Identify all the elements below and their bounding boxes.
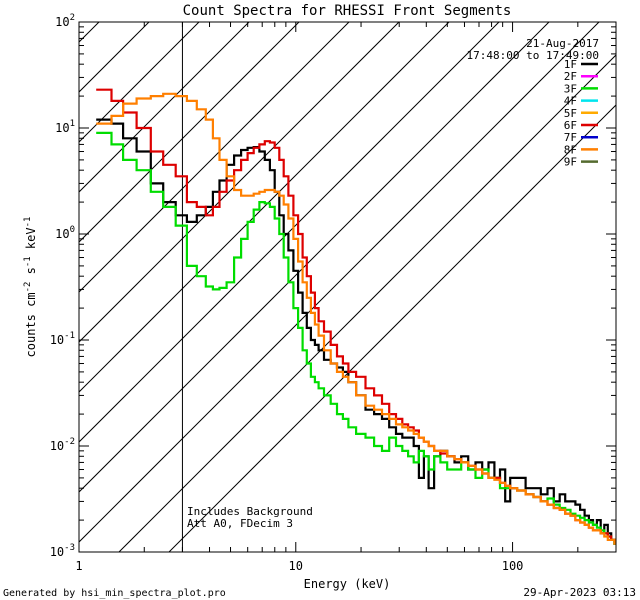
y-tick-label: 101 bbox=[55, 119, 75, 135]
y-tick-exponent: -3 bbox=[64, 543, 75, 553]
y-tick-base: 10 bbox=[50, 333, 64, 347]
y-label-part: -2 bbox=[23, 282, 33, 293]
y-tick-label: 10-1 bbox=[50, 331, 75, 347]
hatch-line bbox=[79, 22, 600, 543]
y-tick-base: 10 bbox=[50, 545, 64, 559]
annotation-background: Includes Background bbox=[187, 505, 313, 518]
hatch-line bbox=[118, 54, 616, 552]
legend-label-5F: 5F bbox=[564, 107, 577, 120]
x-tick-label: 10 bbox=[289, 559, 303, 573]
y-tick-base: 10 bbox=[55, 121, 69, 135]
y-label-part: s bbox=[24, 267, 38, 281]
timestamp-label: 29-Apr-2023 03:13 bbox=[523, 586, 636, 599]
series-3F bbox=[96, 131, 616, 545]
annotation-attenuator: Att A0, FDecim 3 bbox=[187, 517, 293, 530]
hatch-line bbox=[79, 22, 200, 143]
hatch-line bbox=[79, 22, 350, 293]
hatch-line bbox=[79, 22, 500, 443]
hatch-line bbox=[168, 104, 616, 552]
y-label-part: -1 bbox=[23, 217, 33, 228]
legend-label-9F: 9F bbox=[564, 156, 577, 169]
y-tick-label: 100 bbox=[55, 225, 75, 241]
y-tick-base: 10 bbox=[55, 227, 69, 241]
legend-label-4F: 4F bbox=[564, 95, 577, 108]
y-label-part: counts cm bbox=[24, 292, 38, 357]
y-tick-label: 102 bbox=[55, 13, 75, 29]
legend-label-6F: 6F bbox=[564, 119, 577, 132]
x-tick-label: 100 bbox=[502, 559, 524, 573]
hatch-line bbox=[79, 22, 400, 343]
hatch-line bbox=[79, 22, 300, 243]
hatch-line bbox=[79, 22, 450, 393]
y-tick-exponent: 0 bbox=[70, 225, 75, 235]
x-axis-label: Energy (keV) bbox=[304, 577, 391, 591]
legend-label-2F: 2F bbox=[564, 70, 577, 83]
hatch-line bbox=[79, 22, 150, 93]
chart-title: Count Spectra for RHESSI Front Segments bbox=[183, 3, 512, 19]
y-tick-label: 10-3 bbox=[50, 543, 75, 559]
generated-by-label: Generated by hsi_min_spectra_plot.pro bbox=[3, 588, 226, 599]
y-tick-exponent: -2 bbox=[64, 437, 75, 447]
legend-label-8F: 8F bbox=[564, 143, 577, 156]
plot-frame bbox=[78, 21, 617, 553]
y-label-part: -1 bbox=[23, 256, 33, 267]
series-8F bbox=[96, 92, 616, 545]
date-label: 21-Aug-2017 bbox=[526, 37, 599, 50]
series-1F bbox=[96, 118, 616, 545]
y-tick-exponent: 2 bbox=[70, 13, 75, 23]
legend-label-1F: 1F bbox=[564, 58, 577, 71]
y-tick-exponent: 1 bbox=[70, 119, 75, 129]
y-tick-base: 10 bbox=[55, 15, 69, 29]
y-label-part: keV bbox=[24, 227, 38, 256]
hatch-line bbox=[79, 22, 250, 193]
time-range-label: 17:48:00 to 17:49:00 bbox=[467, 49, 599, 62]
x-tick-label: 1 bbox=[75, 559, 82, 573]
y-tick-label: 10-2 bbox=[50, 437, 75, 453]
legend-label-7F: 7F bbox=[564, 131, 577, 144]
legend-label-3F: 3F bbox=[564, 82, 577, 95]
y-tick-base: 10 bbox=[50, 439, 64, 453]
series-layer bbox=[96, 88, 616, 545]
y-axis-label: counts cm-2 s-1 keV-1 bbox=[23, 217, 38, 358]
y-tick-exponent: -1 bbox=[64, 331, 75, 341]
